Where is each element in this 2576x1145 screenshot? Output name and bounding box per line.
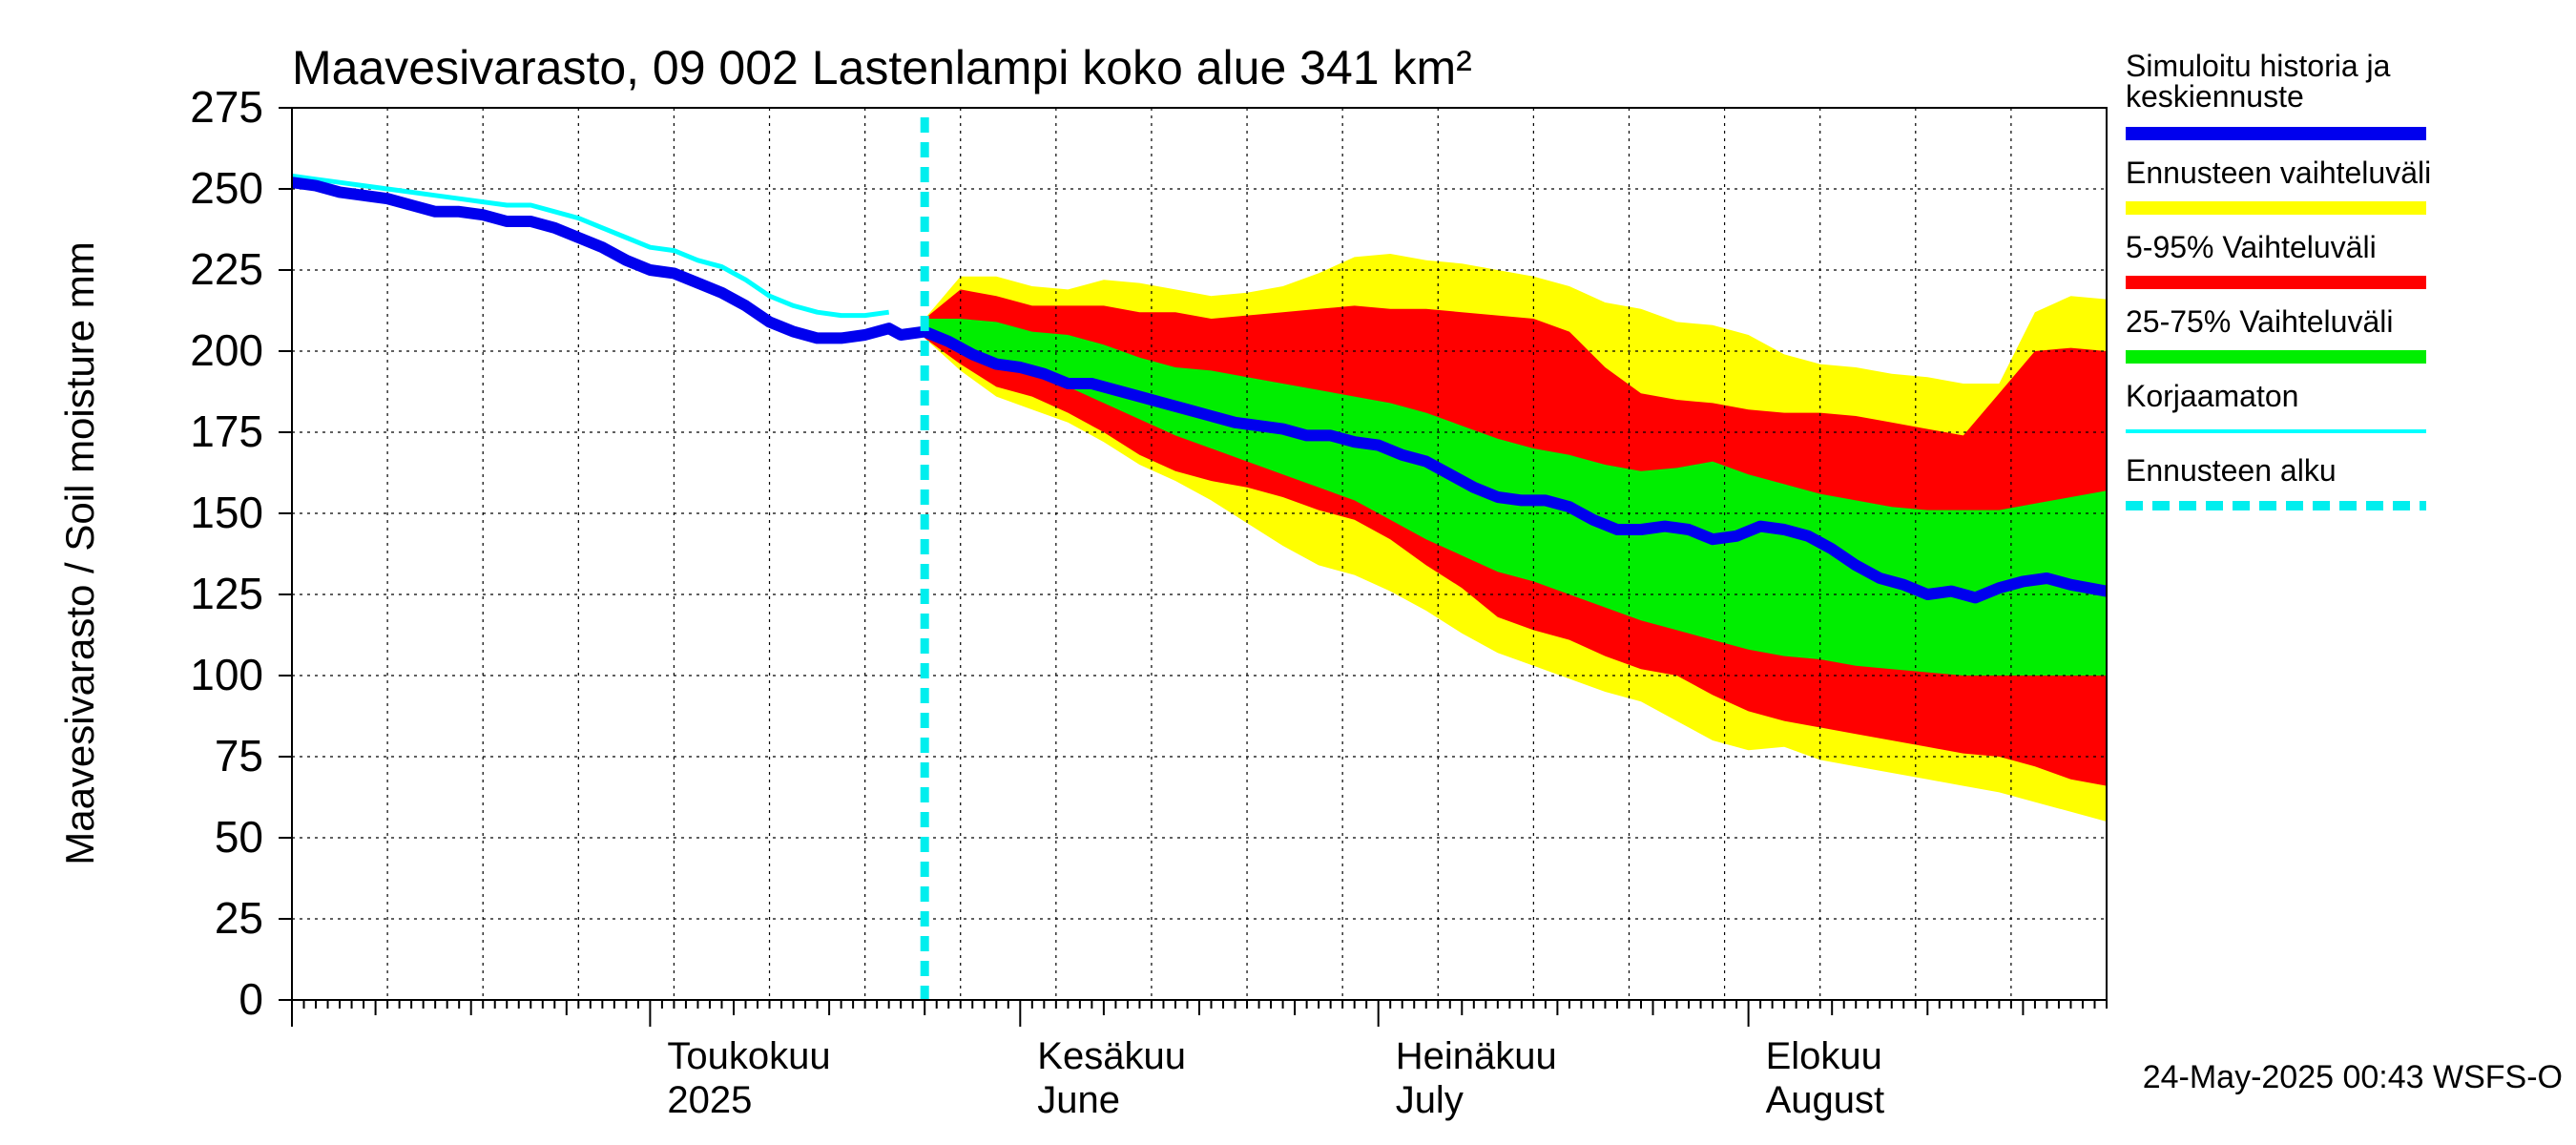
legend-label: keskiennuste — [2126, 79, 2304, 114]
y-tick-label: 125 — [190, 569, 263, 618]
timestamp: 24-May-2025 00:43 WSFS-O — [2143, 1059, 2563, 1095]
x-month-label-en: June — [1037, 1079, 1120, 1121]
y-tick-label: 175 — [190, 406, 263, 456]
x-month-label-en: 2025 — [667, 1079, 752, 1121]
y-tick-label: 25 — [215, 893, 263, 943]
median-forecast-line — [922, 326, 2109, 604]
y-tick-label: 250 — [190, 163, 263, 213]
y-tick-label: 100 — [190, 650, 263, 699]
y-tick-label: 275 — [190, 82, 263, 132]
legend-label: Korjaamaton — [2126, 379, 2298, 413]
x-month-label-en: July — [1396, 1079, 1464, 1121]
chart-title: Maavesivarasto, 09 002 Lastenlampi koko … — [292, 41, 1472, 94]
x-month-label-fi: Kesäkuu — [1037, 1035, 1186, 1077]
y-tick-label: 50 — [215, 812, 263, 862]
simulated-history-line — [291, 177, 926, 344]
legend-label: Ennusteen vaihteluväli — [2126, 156, 2431, 190]
y-tick-label: 75 — [215, 731, 263, 781]
legend-label: Simuloitu historia ja — [2126, 49, 2391, 83]
y-axis: 0 25 50 75 100 125 150 175 200 225 250 275 — [190, 82, 292, 1024]
uncorrected-line — [291, 173, 890, 319]
legend-label: 5-95% Vaihteluväli — [2126, 230, 2377, 264]
legend-label: Ennusteen alku — [2126, 453, 2337, 488]
x-month-label-fi: Toukokuu — [667, 1035, 830, 1077]
x-month-label-fi: Heinäkuu — [1396, 1035, 1557, 1077]
x-month-label-fi: Elokuu — [1766, 1035, 1882, 1077]
y-tick-label: 0 — [239, 974, 263, 1024]
x-month-label-en: August — [1766, 1079, 1885, 1121]
y-tick-label: 225 — [190, 244, 263, 294]
legend-label: 25-75% Vaihteluväli — [2126, 304, 2393, 339]
y-tick-label: 200 — [190, 325, 263, 375]
forecast-bands — [924, 254, 2108, 822]
grid-lines — [292, 108, 2107, 1000]
series-lines — [291, 117, 2109, 1000]
y-tick-label: 150 — [190, 488, 263, 537]
y-axis-label: Maavesivarasto / Soil moisture mm — [57, 241, 102, 865]
